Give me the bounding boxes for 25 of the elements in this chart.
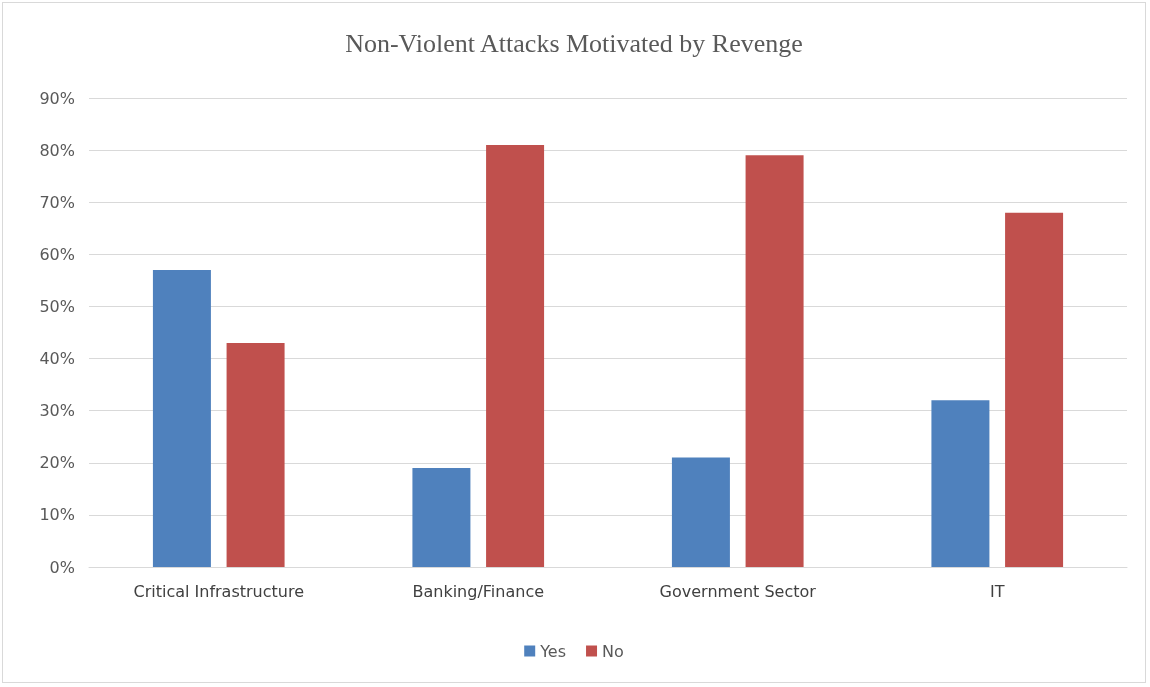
x-tick-label: Critical Infrastructure (133, 581, 305, 601)
chart-title: Non-Violent Attacks Motivated by Revenge (345, 28, 803, 58)
bar (152, 269, 211, 567)
y-tick-label: 80% (39, 140, 75, 160)
bar (671, 457, 730, 567)
y-tick-label: 40% (39, 349, 75, 369)
x-tick-label: IT (990, 581, 1005, 601)
x-tick-label: Government Sector (659, 581, 817, 601)
y-tick-label: 50% (39, 296, 75, 316)
bar (412, 467, 471, 567)
y-tick-label: 70% (39, 192, 75, 212)
x-tick-label: Banking/Finance (412, 581, 545, 601)
bar (1005, 212, 1064, 567)
y-tick-label: 0% (49, 557, 75, 577)
y-tick-label: 10% (39, 505, 75, 525)
bar (931, 400, 990, 567)
y-tick-label: 20% (39, 453, 75, 473)
bar (745, 155, 804, 567)
y-tick-label: 60% (39, 244, 75, 264)
legend-label: Yes (539, 641, 567, 661)
legend-label: No (602, 641, 624, 661)
y-tick-label: 90% (39, 88, 75, 108)
bar (226, 342, 285, 567)
bar (486, 144, 545, 567)
y-tick-label: 30% (39, 401, 75, 421)
